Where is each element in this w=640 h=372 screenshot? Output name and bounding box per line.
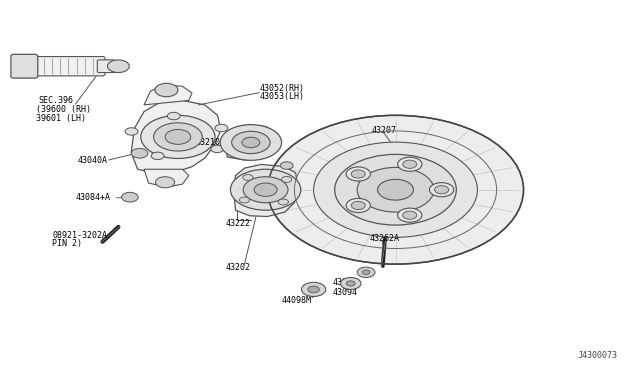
Text: J4300073: J4300073 — [578, 351, 618, 360]
Text: 43084+A: 43084+A — [76, 193, 111, 202]
Circle shape — [141, 115, 215, 158]
Circle shape — [242, 137, 260, 148]
Circle shape — [155, 83, 178, 97]
Circle shape — [282, 176, 292, 182]
Text: 08921-3202A: 08921-3202A — [52, 231, 108, 240]
Text: SEC.396: SEC.396 — [38, 96, 74, 105]
Polygon shape — [131, 100, 221, 173]
Circle shape — [314, 142, 477, 237]
FancyBboxPatch shape — [26, 57, 105, 76]
Text: 43052(RH): 43052(RH) — [259, 84, 304, 93]
Circle shape — [220, 125, 282, 160]
Circle shape — [243, 177, 288, 203]
Circle shape — [268, 115, 524, 264]
Circle shape — [378, 179, 413, 200]
Circle shape — [278, 199, 289, 205]
Circle shape — [131, 148, 148, 158]
Circle shape — [397, 157, 422, 171]
Polygon shape — [144, 85, 192, 105]
Polygon shape — [144, 169, 189, 187]
Circle shape — [232, 131, 270, 154]
Circle shape — [211, 145, 223, 153]
Text: 43040A: 43040A — [77, 156, 108, 165]
Text: 43202: 43202 — [225, 263, 250, 272]
Circle shape — [346, 198, 371, 212]
Circle shape — [362, 270, 370, 275]
FancyBboxPatch shape — [97, 60, 115, 73]
Circle shape — [125, 128, 138, 135]
Circle shape — [403, 160, 417, 169]
Text: 39601 (LH): 39601 (LH) — [36, 114, 86, 123]
Circle shape — [165, 129, 191, 144]
Circle shape — [280, 162, 293, 169]
Circle shape — [335, 154, 456, 225]
Circle shape — [357, 167, 434, 212]
Circle shape — [243, 174, 253, 180]
Circle shape — [215, 124, 228, 132]
Text: (39600 (RH): (39600 (RH) — [36, 105, 92, 114]
Circle shape — [308, 286, 319, 293]
Circle shape — [122, 192, 138, 202]
Circle shape — [254, 183, 277, 196]
Text: 43207: 43207 — [371, 126, 396, 135]
Polygon shape — [234, 164, 298, 217]
Text: 43262A: 43262A — [370, 234, 400, 243]
Text: PIN 2): PIN 2) — [52, 239, 83, 248]
FancyBboxPatch shape — [11, 54, 38, 78]
Circle shape — [403, 211, 417, 219]
Circle shape — [301, 282, 326, 296]
Text: 44098M: 44098M — [282, 296, 312, 305]
Text: 43210: 43210 — [196, 138, 221, 147]
Circle shape — [154, 123, 202, 151]
Text: 43222: 43222 — [225, 219, 250, 228]
Text: 43053(LH): 43053(LH) — [259, 92, 304, 101]
Circle shape — [435, 186, 449, 194]
Circle shape — [230, 169, 301, 210]
Polygon shape — [225, 126, 276, 160]
Text: 43084: 43084 — [333, 278, 358, 287]
Circle shape — [340, 278, 361, 289]
Circle shape — [151, 152, 164, 160]
Circle shape — [357, 267, 375, 278]
Circle shape — [156, 177, 175, 188]
Circle shape — [239, 197, 250, 203]
Text: 43094: 43094 — [333, 288, 358, 296]
Circle shape — [167, 112, 180, 120]
Circle shape — [351, 201, 365, 209]
Circle shape — [397, 208, 422, 222]
Circle shape — [108, 60, 129, 73]
Circle shape — [429, 183, 454, 197]
Circle shape — [351, 170, 365, 178]
Circle shape — [346, 167, 371, 181]
Circle shape — [346, 281, 355, 286]
